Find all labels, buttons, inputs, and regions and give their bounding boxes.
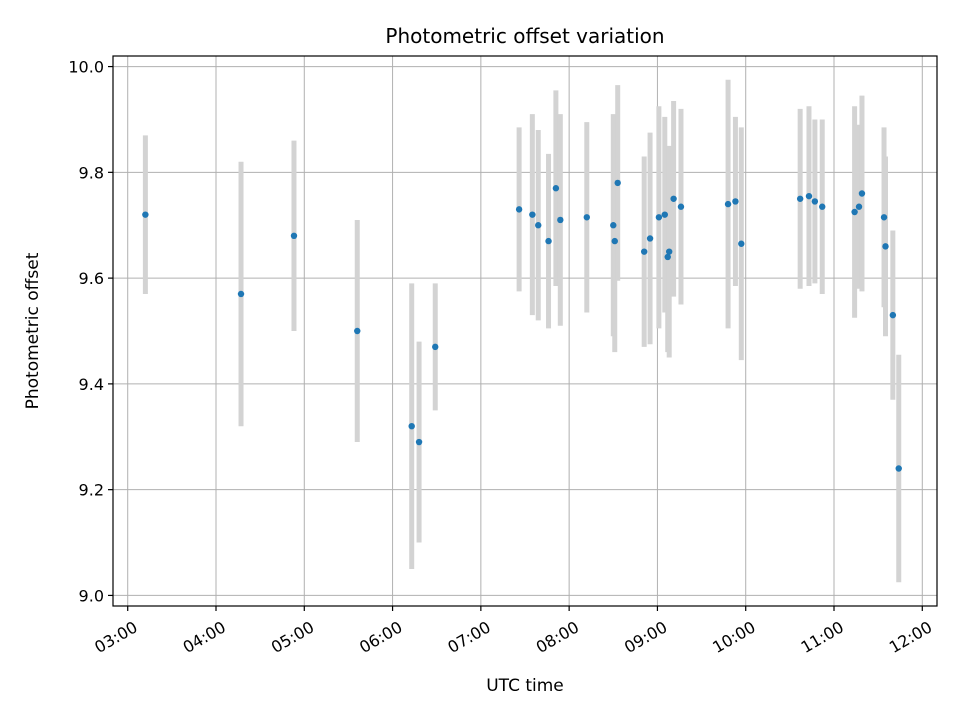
data-point — [666, 248, 673, 255]
data-point — [535, 222, 542, 229]
y-tick-label: 9.6 — [79, 269, 104, 288]
data-point — [670, 195, 677, 202]
data-point — [408, 422, 415, 430]
grid-x — [127, 56, 923, 606]
data-point — [515, 206, 523, 213]
data-point — [811, 198, 819, 205]
x-axis-label: UTC time — [486, 676, 564, 696]
plot-frame — [112, 55, 938, 607]
data-point — [545, 237, 552, 245]
data-point — [851, 208, 858, 216]
data-point — [889, 311, 897, 319]
data-point — [646, 235, 654, 242]
data-point — [611, 237, 618, 245]
y-tick-label: 9.4 — [79, 375, 104, 394]
y-axis-ticks: 9.0 9.2 9.4 9.6 9.8 10.0 — [68, 58, 113, 605]
data-point — [732, 198, 739, 205]
data-point — [142, 211, 149, 218]
data-point — [677, 203, 685, 210]
grid-y — [113, 66, 937, 596]
data-points — [142, 179, 902, 472]
data-point — [738, 240, 745, 247]
data-point — [290, 232, 298, 240]
data-point — [661, 211, 668, 218]
data-point — [805, 192, 813, 200]
data-point — [819, 203, 826, 210]
data-point — [895, 465, 902, 472]
data-point — [610, 222, 617, 229]
data-point — [724, 200, 732, 208]
data-point — [583, 214, 590, 221]
data-point — [796, 195, 804, 202]
data-point — [557, 216, 564, 224]
data-point — [237, 290, 245, 298]
data-point — [354, 327, 361, 335]
data-point — [880, 214, 888, 221]
data-point — [855, 203, 863, 210]
data-point — [640, 248, 648, 255]
data-point — [858, 190, 866, 197]
y-tick-label: 10.0 — [68, 58, 104, 77]
data-point — [415, 438, 423, 446]
y-tick-label: 9.0 — [79, 586, 104, 605]
chart-title: Photometric offset variation — [385, 24, 664, 48]
y-tick-label: 9.2 — [79, 481, 104, 500]
data-point — [882, 243, 889, 250]
data-point — [432, 343, 439, 351]
y-tick-label: 9.8 — [79, 163, 104, 182]
data-point — [552, 185, 560, 192]
data-point — [529, 211, 536, 218]
data-point — [655, 214, 663, 221]
data-point — [664, 253, 671, 261]
data-point — [614, 179, 621, 187]
y-axis-label: Photometric offset — [23, 252, 43, 409]
